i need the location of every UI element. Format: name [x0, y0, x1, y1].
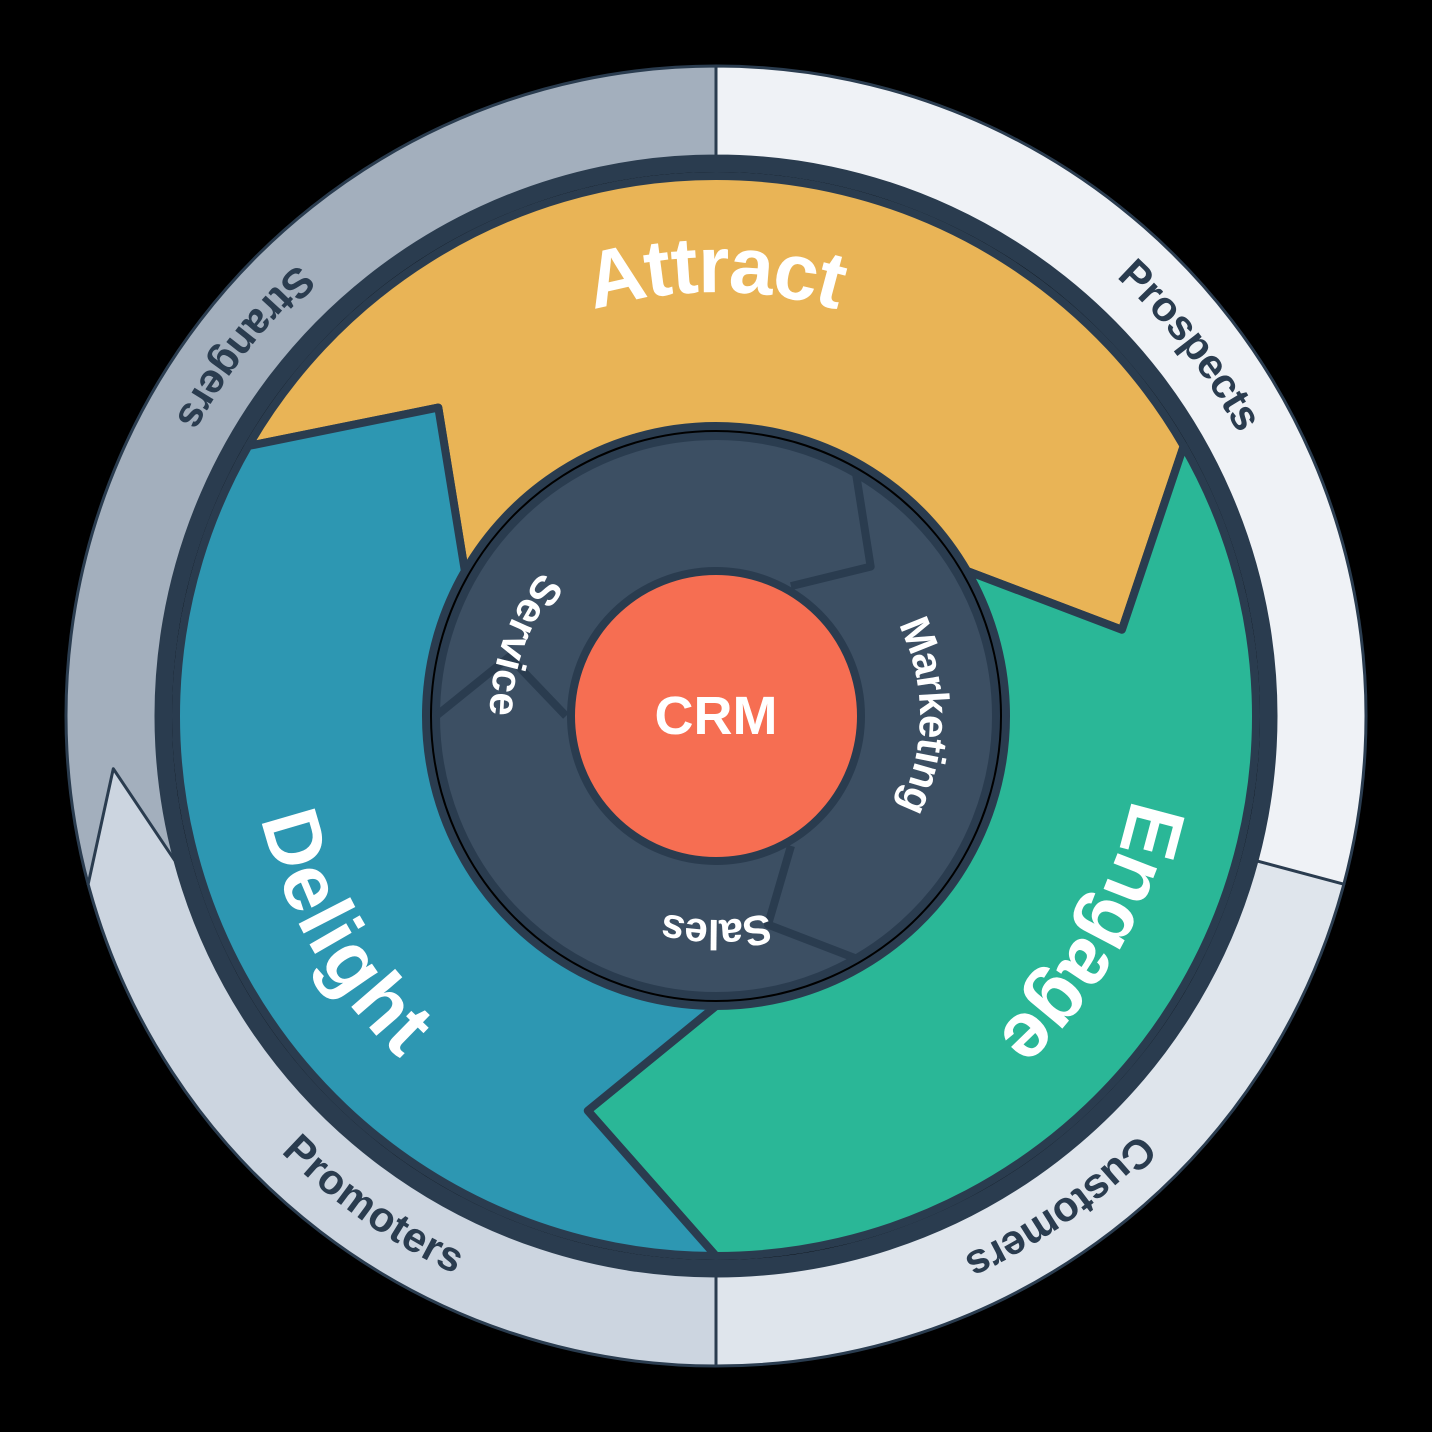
core-label: CRM — [655, 686, 778, 746]
hub-label-sales: Sales — [656, 905, 775, 959]
flywheel-diagram: StrangersProspectsCustomersPromotersAttr… — [0, 0, 1432, 1432]
